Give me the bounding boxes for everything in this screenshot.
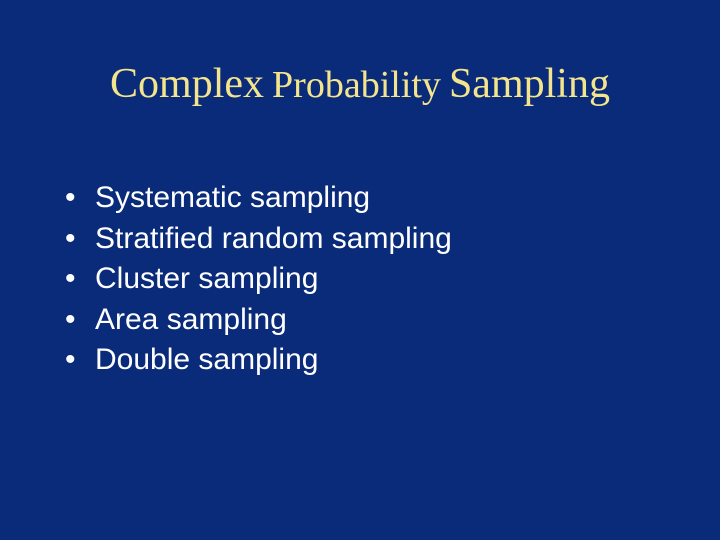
list-item-text: Double sampling	[95, 343, 318, 376]
list-item: Double sampling	[65, 340, 665, 381]
title-word-1: Complex	[110, 61, 264, 107]
list-item-text: Systematic sampling	[95, 181, 370, 214]
slide: Complex Probability Sampling Systematic …	[0, 0, 720, 540]
title-word-2: Probability	[272, 64, 441, 106]
bullet-list: Systematic sampling Stratified random sa…	[65, 178, 665, 381]
title-word-3: Sampling	[449, 61, 610, 107]
list-item-text: Area sampling	[95, 303, 287, 336]
list-item: Stratified random sampling	[65, 219, 665, 260]
list-item: Area sampling	[65, 300, 665, 341]
list-item-text: Stratified random sampling	[95, 222, 452, 255]
list-item: Cluster sampling	[65, 259, 665, 300]
slide-title: Complex Probability Sampling	[55, 60, 665, 108]
list-item: Systematic sampling	[65, 178, 665, 219]
list-item-text: Cluster sampling	[95, 262, 318, 295]
